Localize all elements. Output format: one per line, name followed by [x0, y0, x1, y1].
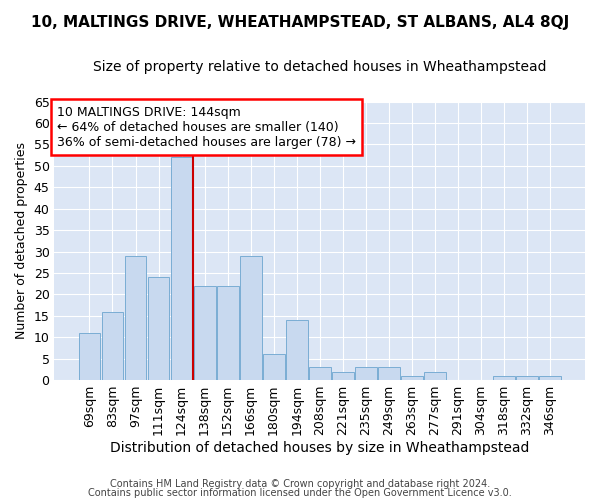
Text: Contains HM Land Registry data © Crown copyright and database right 2024.: Contains HM Land Registry data © Crown c…	[110, 479, 490, 489]
Bar	[539, 376, 561, 380]
Text: 10 MALTINGS DRIVE: 144sqm
← 64% of detached houses are smaller (140)
36% of semi: 10 MALTINGS DRIVE: 144sqm ← 64% of detac…	[57, 106, 356, 148]
Bar	[240, 256, 262, 380]
Bar	[286, 320, 308, 380]
Bar	[355, 367, 377, 380]
Bar	[516, 376, 538, 380]
Bar	[148, 277, 169, 380]
Bar	[263, 354, 284, 380]
X-axis label: Distribution of detached houses by size in Wheathampstead: Distribution of detached houses by size …	[110, 441, 529, 455]
Title: Size of property relative to detached houses in Wheathampstead: Size of property relative to detached ho…	[93, 60, 547, 74]
Bar	[217, 286, 239, 380]
Bar	[101, 312, 124, 380]
Bar	[194, 286, 215, 380]
Bar	[125, 256, 146, 380]
Y-axis label: Number of detached properties: Number of detached properties	[15, 142, 28, 340]
Bar	[493, 376, 515, 380]
Bar	[424, 372, 446, 380]
Bar	[79, 333, 100, 380]
Bar	[378, 367, 400, 380]
Bar	[401, 376, 423, 380]
Text: 10, MALTINGS DRIVE, WHEATHAMPSTEAD, ST ALBANS, AL4 8QJ: 10, MALTINGS DRIVE, WHEATHAMPSTEAD, ST A…	[31, 15, 569, 30]
Text: Contains public sector information licensed under the Open Government Licence v3: Contains public sector information licen…	[88, 488, 512, 498]
Bar	[170, 158, 193, 380]
Bar	[332, 372, 353, 380]
Bar	[309, 367, 331, 380]
